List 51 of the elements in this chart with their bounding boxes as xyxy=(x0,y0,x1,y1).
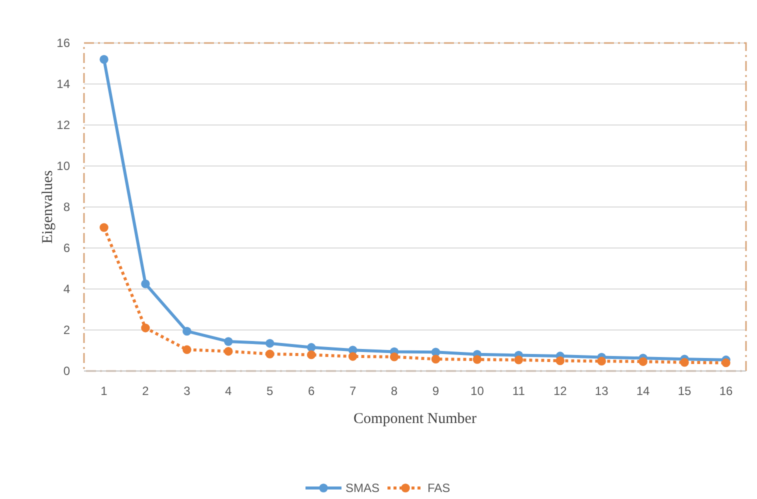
x-tick-label: 14 xyxy=(636,384,650,398)
x-tick-label: 9 xyxy=(432,384,440,398)
point xyxy=(722,358,730,368)
point xyxy=(306,343,316,352)
point xyxy=(348,352,358,361)
x-tick-label: 11 xyxy=(512,384,526,398)
x-tick-label: 2 xyxy=(142,384,150,398)
point xyxy=(224,337,233,346)
point xyxy=(472,355,482,364)
y-tick-label: 10 xyxy=(56,159,70,174)
point xyxy=(100,223,108,232)
point xyxy=(265,338,274,348)
point xyxy=(638,357,648,366)
point xyxy=(100,55,108,64)
y-tick-label: 4 xyxy=(63,282,70,296)
y-tick-label: 2 xyxy=(63,323,70,338)
x-tick-label: 12 xyxy=(553,384,568,398)
x-tick-label: 4 xyxy=(225,384,232,398)
point xyxy=(141,280,150,288)
x-tick-label: 8 xyxy=(390,384,398,398)
x-tick-label: 1 xyxy=(100,384,108,398)
point xyxy=(431,354,440,364)
point xyxy=(182,326,192,336)
x-axis-title: Component Number xyxy=(354,411,476,427)
x-tick-label: 5 xyxy=(266,384,274,398)
y-tick-label: 16 xyxy=(56,36,70,50)
point xyxy=(141,324,150,332)
legend-label: FAS xyxy=(428,481,450,496)
point xyxy=(306,350,316,360)
point xyxy=(390,352,399,362)
y-tick-label: 14 xyxy=(56,77,70,92)
point xyxy=(556,356,565,366)
point xyxy=(224,346,233,356)
legend-label: SMAS xyxy=(346,481,380,496)
y-tick-label: 6 xyxy=(63,241,70,256)
point xyxy=(265,350,274,358)
y-axis-title: Eigenvalues xyxy=(40,170,56,244)
x-tick-label: 10 xyxy=(470,384,484,398)
point xyxy=(597,356,606,366)
point xyxy=(680,358,689,367)
y-tick-label: 8 xyxy=(63,200,70,214)
x-tick-label: 15 xyxy=(678,384,692,398)
y-tick-label: 0 xyxy=(63,364,70,378)
x-tick-label: 7 xyxy=(349,384,356,398)
y-tick-label: 12 xyxy=(56,118,70,132)
x-tick-label: 16 xyxy=(719,384,733,398)
point xyxy=(182,345,192,354)
x-tick-label: 3 xyxy=(184,384,191,398)
x-tick-label: 6 xyxy=(308,384,315,398)
point xyxy=(514,356,524,364)
x-tick-label: 13 xyxy=(594,384,609,398)
